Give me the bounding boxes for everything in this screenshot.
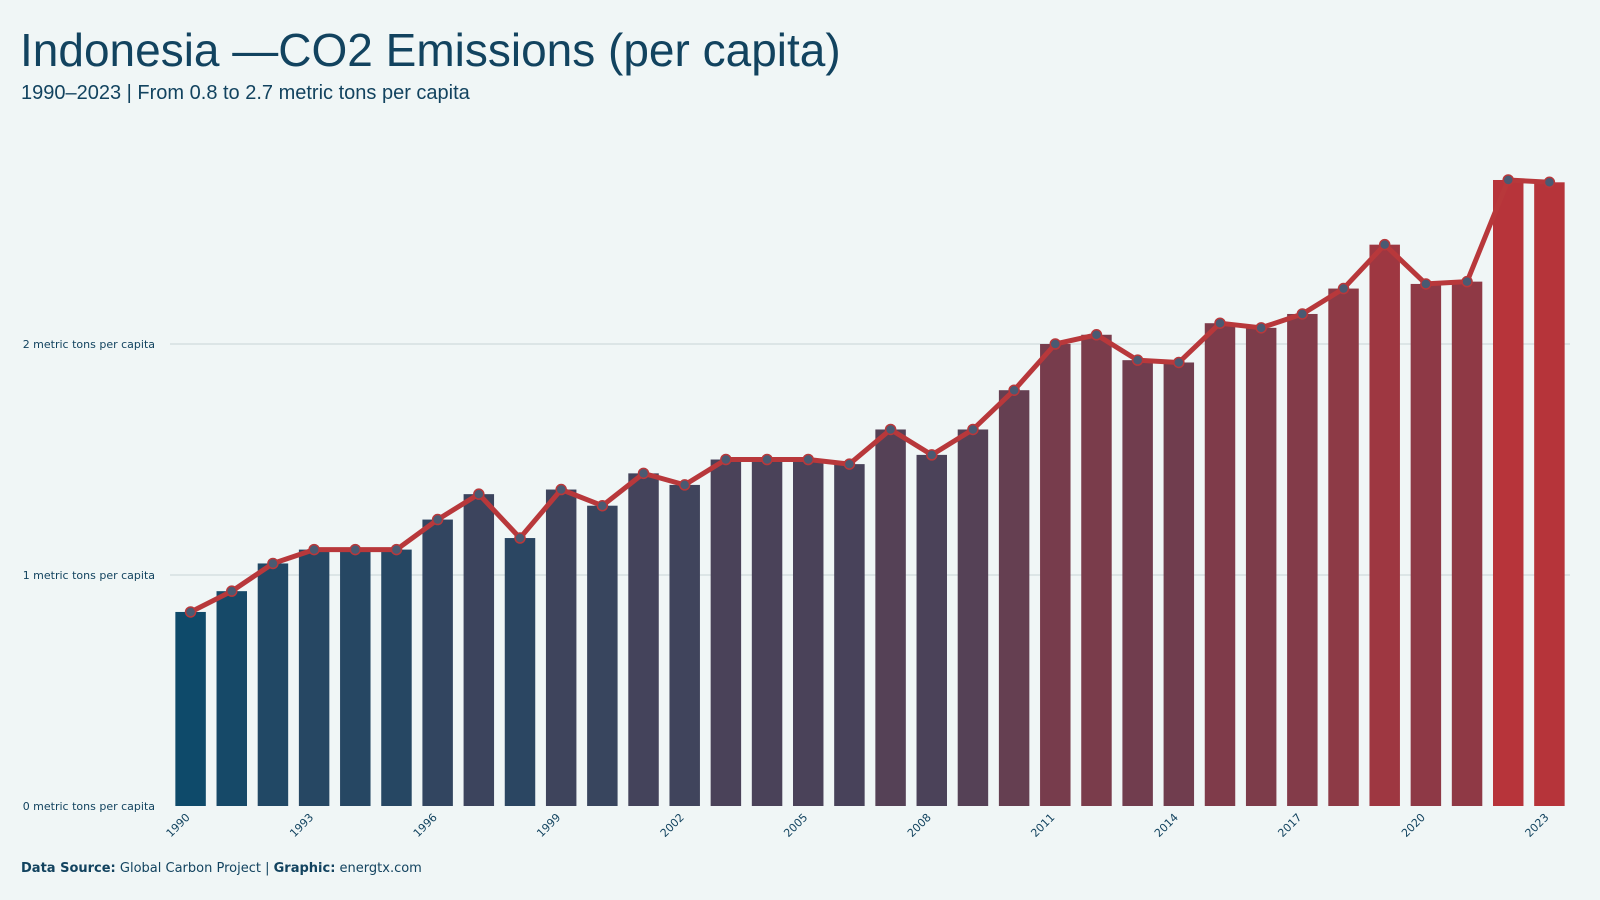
point-2022 [1502,174,1514,186]
bar-2005 [793,459,824,806]
bar-2018 [1328,288,1359,806]
trend-line-layer [188,177,1552,615]
bar-2008 [916,454,947,806]
x-tick-label: 1993 [287,811,316,840]
source-value: Global Carbon Project [119,861,261,876]
bar-2001 [628,473,659,806]
bar-2022 [1493,179,1524,807]
grid-lines [170,343,1570,576]
bar-1997 [463,494,495,806]
bar-1995 [381,549,412,806]
point-2011 [1049,338,1062,350]
point-2013 [1131,354,1144,366]
point-1998 [514,532,526,544]
bar-1992 [257,563,289,806]
point-1999 [555,483,567,496]
x-axis-ticks: 1990 1993 1996 1999 2002 2005 2008 2011 2014 2017… [164,811,1552,840]
bar-1999 [545,489,577,806]
x-tick-label: 2017 [1275,811,1304,840]
point-2018 [1337,282,1350,295]
bar-2006 [834,464,865,806]
chart-title: Indonesia —CO2 Emissions (per capita) [20,24,841,76]
bar-2012 [1081,334,1112,806]
bar-2017 [1287,313,1318,806]
point-2023 [1543,176,1556,189]
bar-2011 [1040,344,1071,806]
graphic-value: energtx.com [339,861,422,876]
point-2002 [678,479,691,491]
point-1995 [390,543,403,556]
point-2008 [926,449,938,461]
point-2010 [1008,384,1020,396]
bar-2021 [1451,281,1483,806]
point-2007 [884,423,897,436]
point-1996 [431,513,444,526]
point-2021 [1461,275,1473,288]
x-tick-label: 2008 [905,811,934,840]
bar-2015 [1204,323,1236,806]
x-tick-label: 2011 [1028,811,1057,840]
x-tick-label: 2005 [781,811,810,840]
x-tick-label: 2020 [1399,811,1428,840]
bar-1990 [175,611,206,806]
x-tick-label: 1990 [164,811,193,840]
x-tick-label: 1999 [534,811,563,840]
bar-2019 [1369,244,1400,807]
bar-2009 [957,429,989,806]
markers [184,174,1556,618]
point-2001 [637,467,650,480]
x-tick-label: 2014 [1152,811,1181,840]
point-2014 [1173,356,1185,369]
chart-subtitle: 1990–2023 | From 0.8 to 2.7 metric tons … [21,82,470,104]
bar-1998 [504,538,536,806]
point-2000 [596,499,609,512]
bar-2014 [1163,362,1195,806]
point-1992 [267,557,279,570]
point-2006 [843,458,856,470]
bar-2013 [1122,360,1153,806]
bar-1994 [340,549,371,806]
bar-2000 [587,505,618,806]
point-2019 [1378,238,1391,251]
point-2020 [1420,278,1432,290]
y-tick-label: 2 metric tons per capita [23,338,155,351]
point-2012 [1090,329,1103,341]
bar-2016 [1245,327,1277,806]
point-1997 [473,488,485,500]
bar-1993 [298,549,330,806]
trend-line [188,177,1552,615]
point-2004 [761,453,773,466]
point-2017 [1296,308,1309,320]
x-tick-label: 1996 [411,811,440,840]
point-1994 [349,543,362,556]
bar-1991 [216,591,247,806]
bar-2010 [998,390,1030,806]
footer-credits: Data Source: Global Carbon Project | Gra… [21,860,422,878]
point-2016 [1255,322,1267,334]
bars [175,179,1565,807]
point-1993 [308,543,320,556]
y-tick-label: 1 metric tons per capita [23,569,155,582]
bar-2023 [1534,182,1565,807]
point-2005 [802,453,814,466]
point-2015 [1214,317,1226,329]
y-tick-label: 0 metric tons per capita [23,800,155,813]
y-axis-ticks: 0 metric tons per capita 1 metric tons pe… [23,338,155,813]
bar-2003 [710,459,742,806]
graphic-label: Graphic: [273,861,336,876]
bar-2004 [751,459,783,806]
footer-separator: | [265,861,270,876]
point-2003 [720,453,732,466]
point-1990 [184,606,197,618]
bar-2002 [669,484,700,806]
point-1991 [226,585,238,597]
x-tick-label: 2023 [1523,811,1552,840]
bar-2020 [1410,283,1442,806]
x-tick-label: 2002 [658,811,687,840]
bar-1996 [422,519,453,806]
source-label: Data Source: [21,861,116,876]
point-2009 [967,423,979,436]
bar-2007 [875,429,906,806]
